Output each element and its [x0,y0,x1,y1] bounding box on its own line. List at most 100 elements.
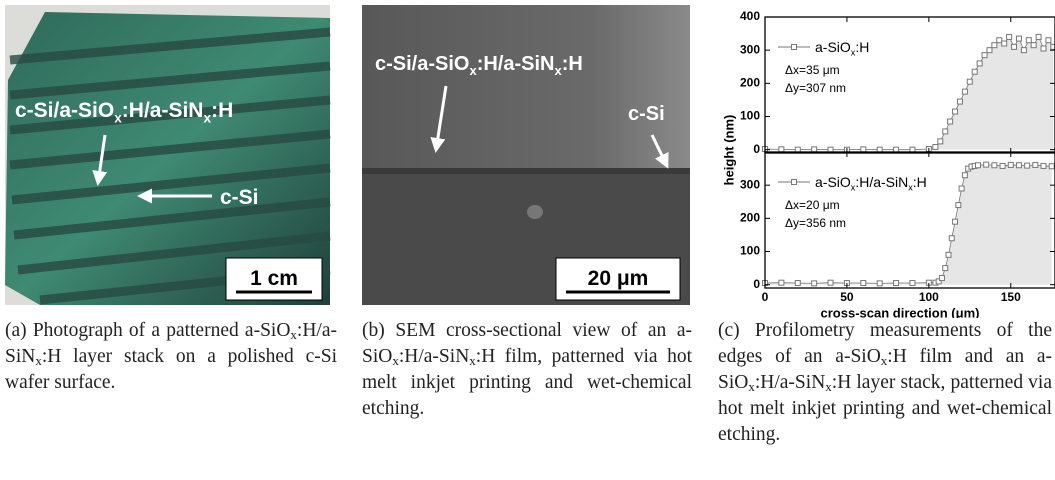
legend-label: a-SiOx:H [815,39,869,58]
marker [1007,34,1012,39]
marker [1041,163,1046,168]
marker [828,280,833,285]
profilometry-chart: a-SiOx:H Δx=35 μm Δy=307 nm 0 100 200 300 400 he… [721,9,1055,318]
y-tick-label: 0 [753,277,760,291]
text-run: :H/a-SiN [477,53,555,75]
marker [956,203,961,208]
marker [957,99,962,104]
y-tick-label: 100 [740,244,760,258]
y-axis-label: height (nm) [721,115,736,186]
y-tick-label: 300 [740,177,760,191]
marker [939,276,944,281]
text-run: :H/a-SiN [122,99,204,122]
text-run: c-Si/a-SiO [375,53,469,75]
x-tick-label: 150 [1001,290,1021,304]
marker [953,219,958,224]
marker [812,147,817,152]
y-tick-label: 400 [740,9,760,23]
marker [861,281,866,286]
y-tick-label: 200 [740,76,760,90]
marker [1016,36,1021,41]
marker [1012,44,1017,49]
annotation: Δx=20 μm [785,198,840,212]
marker [943,129,948,134]
text-run: (a) Photograph of a patterned a-SiO [5,320,290,341]
marker [1000,163,1005,168]
text-run: :H [562,53,583,75]
marker [1002,41,1007,46]
marker [910,281,915,286]
y-tick-label: 100 [740,109,760,123]
marker [992,43,997,48]
marker [977,61,982,66]
text-run: :H/a-SiN [399,346,469,367]
marker [959,186,964,191]
legend-marker [792,180,797,185]
text-run: :H [855,39,869,55]
text-run: a-SiO [815,39,851,55]
marker [975,163,980,168]
y-tick-label: 300 [740,42,760,56]
figure: c-Si/a-SiOx:H/a-SiNx:H c-Si 1 cm c-Si/a-… [0,0,1055,318]
marker [1008,162,1013,167]
marker [1046,38,1051,43]
page: c-Si/a-SiOx:H/a-SiNx:H c-Si 1 cm c-Si/a-… [0,0,1055,480]
marker [1049,164,1054,169]
marker [943,266,948,271]
marker [1041,46,1046,51]
text-run: a-SiO [815,174,851,190]
marker [946,252,951,257]
x-tick-label: 0 [762,290,769,304]
legend-label: a-SiOx:H/a-SiNx:H [815,174,927,193]
marker [1016,163,1021,168]
y-tick-label: 0 [753,142,760,156]
photo-label: c-Si/a-SiOx:H/a-SiNx:H [15,99,233,125]
marker [812,281,817,286]
marker [1036,34,1041,39]
marker [1025,163,1030,168]
caption: (c) Profilometry measurements of the edg… [718,318,1052,448]
marker [1021,48,1026,53]
marker [982,53,987,58]
annotation: Δy=356 nm [785,216,846,230]
caption: (b) SEM cross-sectional view of an a-SiO… [362,318,692,422]
marker [779,147,784,152]
y-tick-label: 200 [740,211,760,225]
marker [972,69,977,74]
marker [992,163,997,168]
marker [948,119,953,124]
photo-label: c-Si [220,186,259,209]
photo-a: c-Si/a-SiOx:H/a-SiNx:H c-Si 1 cm [5,5,330,305]
text-run: :H [913,174,927,190]
text-run: :H [211,99,233,122]
marker [967,79,972,84]
marker [933,145,938,150]
marker [1033,162,1038,167]
marker [949,236,954,241]
marker [861,147,866,152]
marker [938,139,943,144]
marker [795,281,800,286]
marker [962,89,967,94]
photo-label: c-Si [628,103,665,125]
marker [1031,43,1036,48]
x-tick-label: 100 [919,290,939,304]
marker [962,173,967,178]
photo-b: c-Si/a-SiOx:H/a-SiNx:H c-Si 20 μm [362,5,690,305]
marker [953,109,958,114]
text-run: :H/a-SiN [755,372,825,393]
text-run: :H layer stack on a polished c-Si wafer … [5,346,337,393]
annotation: Δy=307 nm [785,81,846,95]
marker [997,38,1002,43]
annotation: Δx=35 μm [785,63,840,77]
marker [894,281,899,286]
scale-bar-label: 20 μm [588,267,649,290]
marker [1026,38,1031,43]
legend-marker [792,45,797,50]
scale-bar-label: 1 cm [250,267,298,290]
text-run: :H/a-SiN [855,174,908,190]
text-run: c-Si/a-SiO [15,99,114,122]
x-axis-label: cross-scan direction (μm) [821,305,980,318]
marker [779,280,784,285]
photo-label: c-Si/a-SiOx:H/a-SiNx:H [375,53,583,78]
